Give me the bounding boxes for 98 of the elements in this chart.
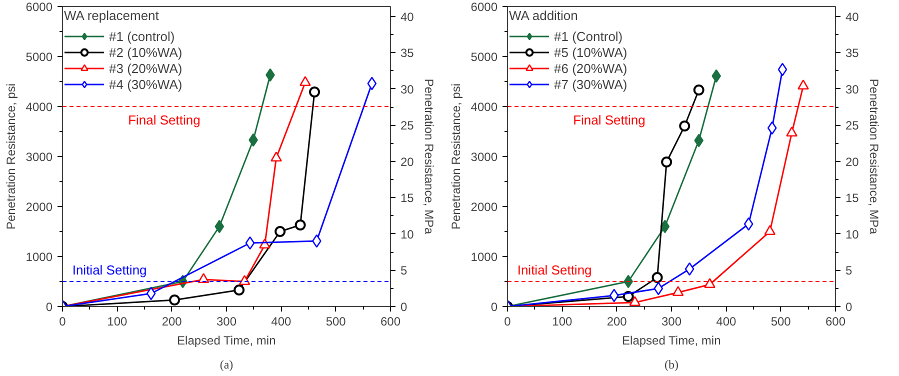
x-tick-label: 600 — [825, 314, 846, 328]
y2-axis-title: Penetration Resistance, MPa — [422, 78, 436, 235]
legend-label: #7 (30%WA) — [554, 76, 628, 92]
y-tick-label: 1000 — [470, 250, 498, 264]
y2-tick-label: 15 — [400, 191, 414, 206]
legend-label: #6 (20%WA) — [554, 60, 628, 76]
point — [679, 120, 690, 132]
y2-tick-label: 25 — [846, 118, 860, 133]
x-tick-label: 100 — [107, 314, 128, 328]
y-axis-title: Penetration Resistance, psi — [4, 83, 18, 230]
y-tick-label: 6000 — [470, 0, 498, 14]
y-tick-label: 1000 — [26, 250, 53, 264]
y2-tick-label: 5 — [400, 264, 408, 278]
y2-tick-label: 35 — [400, 46, 414, 60]
y2-tick-label: 40 — [846, 10, 860, 24]
ref-line-label: Final Setting — [128, 112, 200, 128]
x-tick-label: 100 — [552, 314, 573, 328]
y2-axis-title: Penetration Resistance, MPa — [866, 78, 881, 235]
y2-tick-label: 15 — [846, 191, 860, 206]
point — [214, 220, 224, 234]
point — [367, 76, 377, 90]
y2-tick-label: 0 — [400, 300, 408, 314]
ref-line-label: Initial Setting — [72, 262, 147, 278]
point — [704, 278, 716, 288]
y2-tick-label: 10 — [846, 227, 860, 242]
legend-title: WA replacement — [64, 8, 160, 23]
y2-tick-label: 30 — [400, 82, 414, 96]
y-tick-label: 3000 — [26, 150, 53, 164]
point — [693, 84, 704, 96]
point — [684, 262, 694, 276]
x-tick-label: 400 — [271, 314, 292, 328]
y-axis-title: Penetration Resistance, psi — [448, 83, 463, 230]
x-tick-label: 200 — [162, 314, 182, 328]
x-tick-label: 400 — [716, 314, 737, 328]
y-tick-label: 0 — [490, 300, 498, 314]
y-tick-label: 3000 — [470, 150, 498, 164]
x-tick-label: 600 — [380, 314, 401, 328]
x-tick-label: 500 — [770, 314, 792, 328]
y-tick-label: 2000 — [26, 200, 53, 214]
legend-label: #1 (Control) — [554, 28, 623, 44]
y2-tick-label: 10 — [400, 227, 414, 242]
y-tick-label: 0 — [46, 300, 53, 314]
legend-label: #5 (10%WA) — [554, 44, 628, 60]
point — [764, 225, 776, 236]
y2-tick-label: 5 — [846, 264, 852, 278]
point — [767, 121, 777, 135]
legend-label: #2 (10%WA) — [109, 44, 182, 60]
point — [629, 296, 641, 306]
ref-line-label: Initial Setting — [517, 262, 592, 278]
x-tick-label: 0 — [59, 314, 66, 328]
y-tick-label: 5000 — [26, 50, 53, 64]
y2-tick-label: 20 — [400, 154, 414, 169]
y-tick-label: 4000 — [470, 100, 498, 114]
x-tick-label: 300 — [216, 314, 237, 328]
point — [198, 273, 210, 284]
x-tick-label: 300 — [661, 314, 682, 328]
point — [660, 220, 670, 234]
point — [661, 156, 672, 168]
point — [270, 152, 282, 162]
y-tick-label: 6000 — [26, 0, 53, 14]
x-tick-label: 200 — [606, 314, 628, 328]
point — [300, 76, 311, 86]
y2-tick-label: 30 — [846, 82, 860, 96]
x-axis-title: Elapsed Time, min — [177, 334, 276, 348]
point — [798, 80, 809, 90]
point — [294, 220, 306, 230]
y2-tick-label: 0 — [846, 300, 852, 314]
y2-tick-label: 20 — [846, 154, 860, 169]
point — [245, 236, 255, 250]
point — [778, 62, 788, 76]
ref-line-label: Final Setting — [573, 112, 646, 128]
point — [169, 294, 180, 306]
legend-label: #3 (20%WA) — [109, 60, 182, 76]
x-tick-label: 500 — [326, 314, 346, 328]
y-tick-label: 4000 — [26, 100, 53, 114]
legend-label: #4 (30%WA) — [109, 76, 182, 92]
x-tick-label: 0 — [504, 314, 512, 328]
point — [786, 126, 798, 137]
y2-tick-label: 25 — [400, 118, 414, 133]
x-axis-title: Elapsed Time, min — [622, 334, 721, 348]
y2-tick-label: 35 — [846, 46, 860, 60]
point — [652, 272, 663, 283]
text: (b) — [664, 358, 679, 372]
text: (a) — [220, 358, 234, 372]
legend-label: #1 (control) — [109, 28, 175, 44]
point — [609, 288, 619, 302]
point — [654, 282, 664, 296]
point — [234, 284, 245, 296]
y-tick-label: 2000 — [470, 200, 498, 214]
point — [309, 86, 320, 98]
point — [146, 286, 156, 300]
point — [672, 286, 684, 296]
point — [744, 217, 754, 231]
y-tick-label: 5000 — [470, 50, 498, 64]
point — [274, 226, 286, 237]
legend-title: WA addition — [509, 8, 579, 23]
y2-tick-label: 40 — [400, 10, 414, 24]
point — [238, 275, 250, 286]
